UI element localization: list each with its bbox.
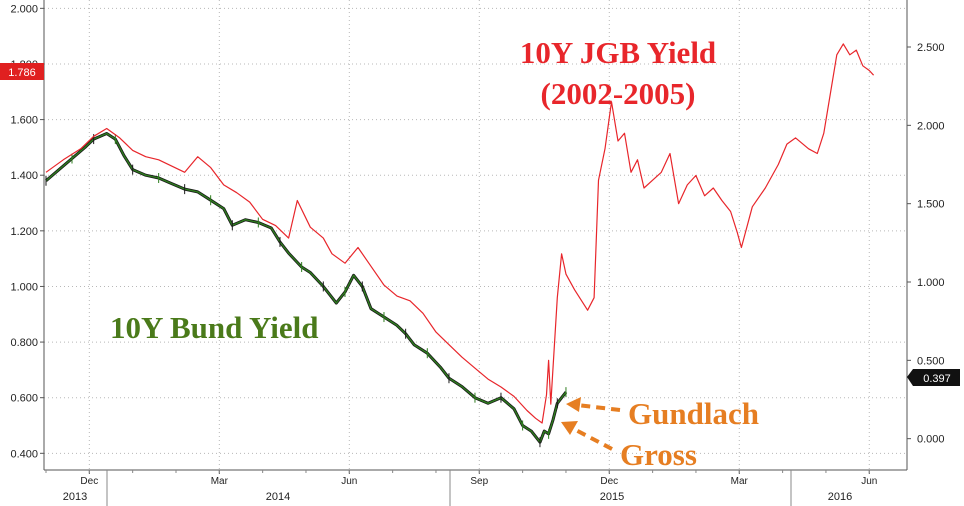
bund-annotation: 10Y Bund Yield	[110, 310, 318, 345]
right-axis-ticks: 2.500 2.000 1.500 1.000 0.500 0.000	[907, 42, 945, 446]
left-tick-label: 1.600	[10, 115, 38, 127]
month-label: Dec	[80, 476, 98, 487]
left-tick-label: 0.400	[10, 448, 38, 460]
year-label: 2013	[63, 491, 87, 503]
right-tick-label: 2.500	[917, 42, 945, 54]
left-tick-label: 1.400	[10, 170, 38, 182]
right-last-value-badge: 0.397	[907, 369, 960, 386]
left-tick-label: 0.600	[10, 393, 38, 405]
right-tick-label: 0.000	[917, 434, 945, 446]
right-tick-label: 2.000	[917, 120, 945, 132]
plot-area	[44, 0, 907, 470]
jgb-annotation-line1: 10Y JGB Yield	[520, 35, 716, 70]
left-tick-label: 1.000	[10, 281, 38, 293]
right-tick-label: 0.500	[917, 355, 945, 367]
gundlach-arrow	[566, 397, 621, 412]
year-label: 2014	[266, 491, 290, 503]
series-lines	[45, 43, 875, 448]
jgb-annotation-line2: (2002-2005)	[541, 76, 696, 111]
left-last-value-badge: 1.786	[0, 63, 44, 80]
year-label: 2015	[600, 491, 624, 503]
month-label: Jun	[341, 476, 357, 487]
month-label: Dec	[600, 476, 618, 487]
month-label: Sep	[470, 476, 488, 487]
month-label: Mar	[211, 476, 229, 487]
x-axis-years: 2013 2014 2015 2016	[63, 470, 852, 506]
month-label: Jun	[861, 476, 877, 487]
right-badge-text: 0.397	[923, 373, 951, 385]
jgb-yield-line	[45, 43, 875, 424]
gundlach-annotation: Gundlach	[628, 396, 759, 431]
gross-arrow	[561, 421, 613, 451]
gross-annotation: Gross	[620, 437, 697, 472]
right-tick-label: 1.500	[917, 199, 945, 211]
left-tick-label: 0.800	[10, 337, 38, 349]
right-tick-label: 1.000	[917, 277, 945, 289]
left-badge-text: 1.786	[8, 67, 36, 79]
left-tick-label: 2.000	[10, 3, 38, 15]
year-label: 2016	[828, 491, 852, 503]
x-axis-months: DecMarJunSepDecMarJunSepDecMar	[45, 470, 877, 487]
month-label: Mar	[731, 476, 749, 487]
bund-yield-line	[45, 132, 567, 443]
left-tick-label: 1.200	[10, 226, 38, 238]
